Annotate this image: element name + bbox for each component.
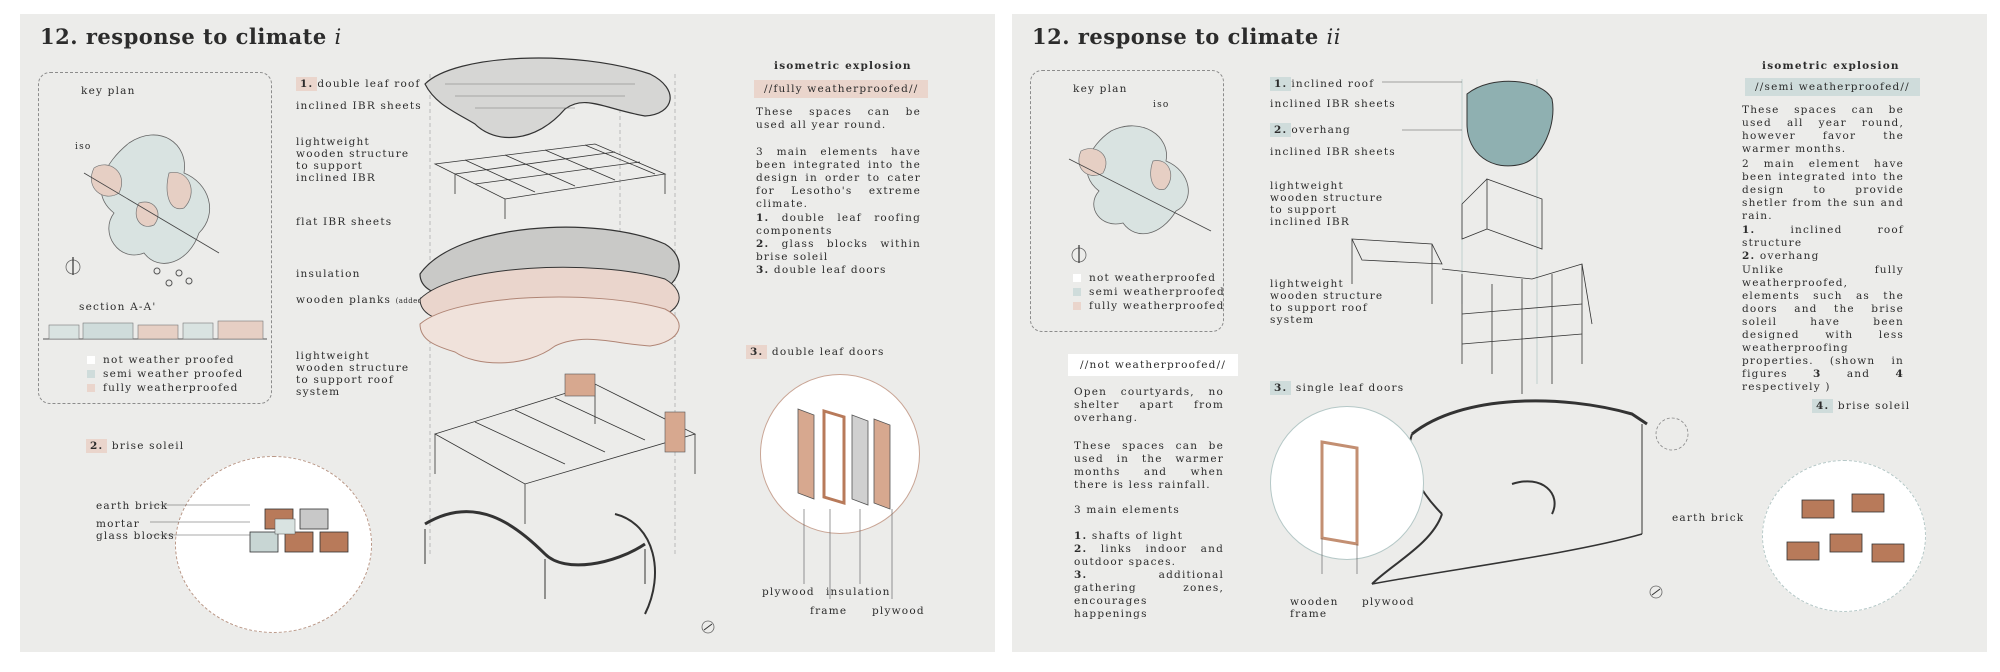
label-earth-brick: earth brick [1672,512,1745,524]
key-plan-panel: key plan iso not weatherproofed semi wea… [1030,70,1224,332]
heading-brise-soleil: 4. brise soleil [1812,399,1910,413]
warmer-months-text: These spaces can be used in the warmer m… [1074,440,1224,491]
detail-doors-circle [760,374,920,534]
key-plan-drawing [83,134,220,287]
label-plywood: plywood [1362,596,1415,608]
semi-weatherproofed-tag: //semi weatherproofed// [1745,78,1920,96]
key-plan-legend: not weatherproofed semi weatherproofed f… [1073,271,1225,313]
legend-item: fully weatherproofed [87,381,243,395]
explosion-intro: These spaces can be used all year round. [756,106,921,131]
list-item: 2. overhang [1742,250,1820,262]
fully-weatherproofed-tag: //fully weatherproofed// [754,80,929,98]
heading-double-leaf-doors: 3. double leaf doors [746,345,885,359]
north-arrow-icon [65,257,81,275]
list-item: 2. glass blocks within brise soleil [756,238,921,263]
legend-swatch [87,356,95,364]
page-title: 12. response to climate i [40,24,342,49]
legend-item: not weatherproofed [1073,271,1225,285]
explosion-list: 1. inclined roof structure 2. overhang [1742,224,1904,263]
label-insulation: insulation [296,268,361,280]
door-detail-drawing [1320,440,1359,574]
explosion-intro: These spaces can be used all year round,… [1742,104,1904,155]
legend-item: fully weatherproofed [1073,299,1225,313]
explosion-note: Unlike fully weatherproofed, elements su… [1742,264,1904,393]
heading-brise-soleil: 2. brise soleil [86,439,184,453]
key-plan-panel: key plan iso section A-A' not we [38,72,272,404]
label-support-roof: lightweight wooden structure to support … [1270,278,1384,326]
section-label: section A-A' [79,301,157,313]
key-plan-label: key plan [1073,83,1128,95]
explosion-body: 2 main element have been integrated into… [1742,158,1904,222]
explosion-list: 1. double leaf roofing components 2. gla… [756,212,921,277]
legend-swatch [1073,288,1081,296]
main-elements-text: 3 main elements [1074,504,1181,516]
courtyards-text: Open courtyards, no shelter apart from o… [1074,386,1224,424]
legend-swatch [87,384,95,392]
legend-item: semi weatherproofed [1073,285,1225,299]
label-earth-brick: earth brick [96,500,169,512]
heading-single-leaf-doors: 3. single leaf doors [1270,381,1404,395]
list-item: 2. links indoor and outdoor spaces. [1074,543,1224,568]
legend-swatch [87,370,95,378]
section-marker-icon [1655,417,1689,451]
list-item: 1. shafts of light [1074,530,1184,542]
brick-detail-drawing [249,508,349,553]
key-plan-label: key plan [81,85,136,97]
label-flat-ibr: flat IBR sheets [296,216,393,228]
label-inclined-ibr-b: inclined IBR sheets [1270,146,1396,158]
iso-label: iso [1153,100,1170,110]
north-arrow-icon [1649,585,1663,599]
list-item: 1. inclined roof structure [1742,224,1904,249]
north-arrow-icon [701,620,715,634]
sheet-climate-i: 12. response to climate i key plan iso s… [20,14,995,652]
legend-item: not weather proofed [87,353,243,367]
label-inclined-ibr: inclined IBR sheets [296,100,422,112]
sheet-climate-ii: 12. response to climate ii key plan iso … [1012,14,1987,652]
list-item: 1. double leaf roofing components [756,212,921,237]
list-item: 3. additional gathering zones, encourage… [1074,569,1224,620]
door-leader-lines [803,509,893,599]
section-drawing [43,320,267,340]
label-mortar: mortar [96,518,140,530]
list-item: 3. double leaf doors [756,264,887,276]
iso-label: iso [75,142,92,152]
explosion-heading: isometric explosion [774,60,912,72]
label-inclined-ibr-a: inclined IBR sheets [1270,98,1396,110]
detail-doors-circle [1270,406,1424,560]
label-plywood-b: plywood [872,605,925,617]
label-frame: frame [810,605,848,617]
heading-double-leaf-roof: 1. double leaf roof [296,77,421,91]
label-plywood-a: plywood [762,586,815,598]
page-title: 12. response to climate ii [1032,24,1341,49]
key-plan-drawing [1068,125,1212,235]
label-lightweight-support: lightweight wooden structure to support … [296,136,410,184]
not-weatherproofed-list: 1. shafts of light 2. links indoor and o… [1074,530,1224,621]
heading-inclined-roof: 1. inclined roof [1270,77,1374,91]
explosion-body: 3 main elements have been integrated int… [756,146,921,210]
brise-leader-lines [150,504,250,536]
exploded-axonometric [419,57,697,615]
heading-overhang: 2. overhang [1270,123,1351,137]
explosion-heading: isometric explosion [1762,60,1900,72]
brick-detail-drawing [1786,493,1905,563]
label-wooden-frame: wooden frame [1290,596,1339,620]
legend-swatch [1073,302,1081,310]
label-support-ibr: lightweight wooden structure to support … [1270,180,1384,228]
legend-swatch [1073,274,1081,282]
label-door-insulation: insulation [826,586,891,598]
label-glass-blocks: glass blocks [96,530,175,542]
door-detail-drawing [797,408,891,510]
legend-item: semi weather proofed [87,367,243,381]
label-roof-system: lightweight wooden structure to support … [296,350,410,398]
not-weatherproofed-tag: //not weatherproofed// [1068,354,1239,376]
key-plan-legend: not weather proofed semi weather proofed… [87,353,243,395]
north-arrow-icon [1071,245,1087,263]
